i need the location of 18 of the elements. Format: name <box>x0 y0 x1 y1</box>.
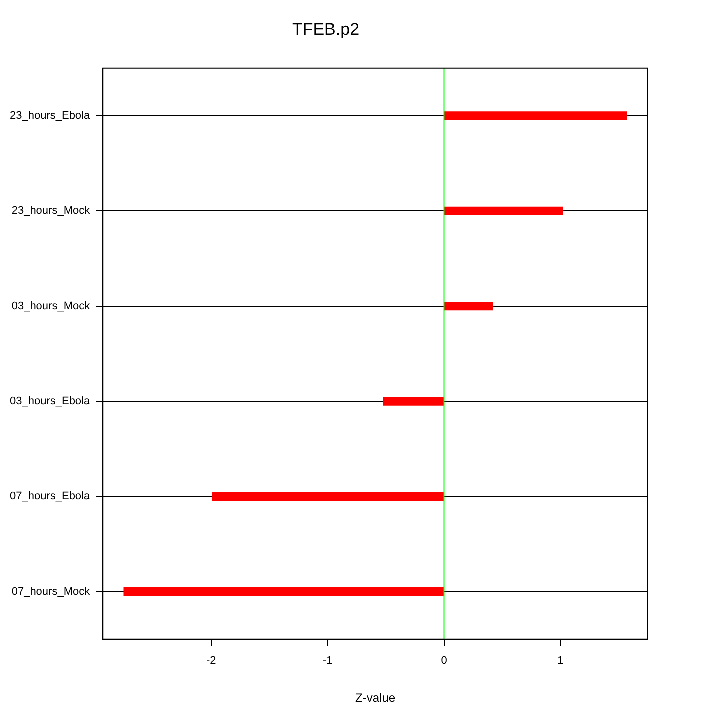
bar <box>444 302 494 311</box>
y-tick-label: 23_hours_Mock <box>12 205 91 218</box>
bar <box>124 587 444 596</box>
y-tick-label: 03_hours_Mock <box>12 300 91 312</box>
y-tick-label: 23_hours_Ebola <box>10 110 91 122</box>
x-tick-label: -1 <box>322 655 333 668</box>
bar <box>444 112 628 120</box>
x-tick-label: -2 <box>206 655 216 668</box>
x-tick-label: 0 <box>441 655 448 668</box>
x-axis-title: Z-value <box>356 691 396 706</box>
bar <box>444 206 564 216</box>
bar <box>212 492 444 501</box>
y-tick-label: 07_hours_Ebola <box>10 490 91 503</box>
y-tick-label: 03_hours_Ebola <box>10 396 91 408</box>
x-tick-label: 1 <box>558 655 564 668</box>
y-tick-label: 07_hours_Mock <box>12 586 91 598</box>
bar <box>383 397 444 406</box>
chart-title: TFEB.p2 <box>292 20 360 39</box>
